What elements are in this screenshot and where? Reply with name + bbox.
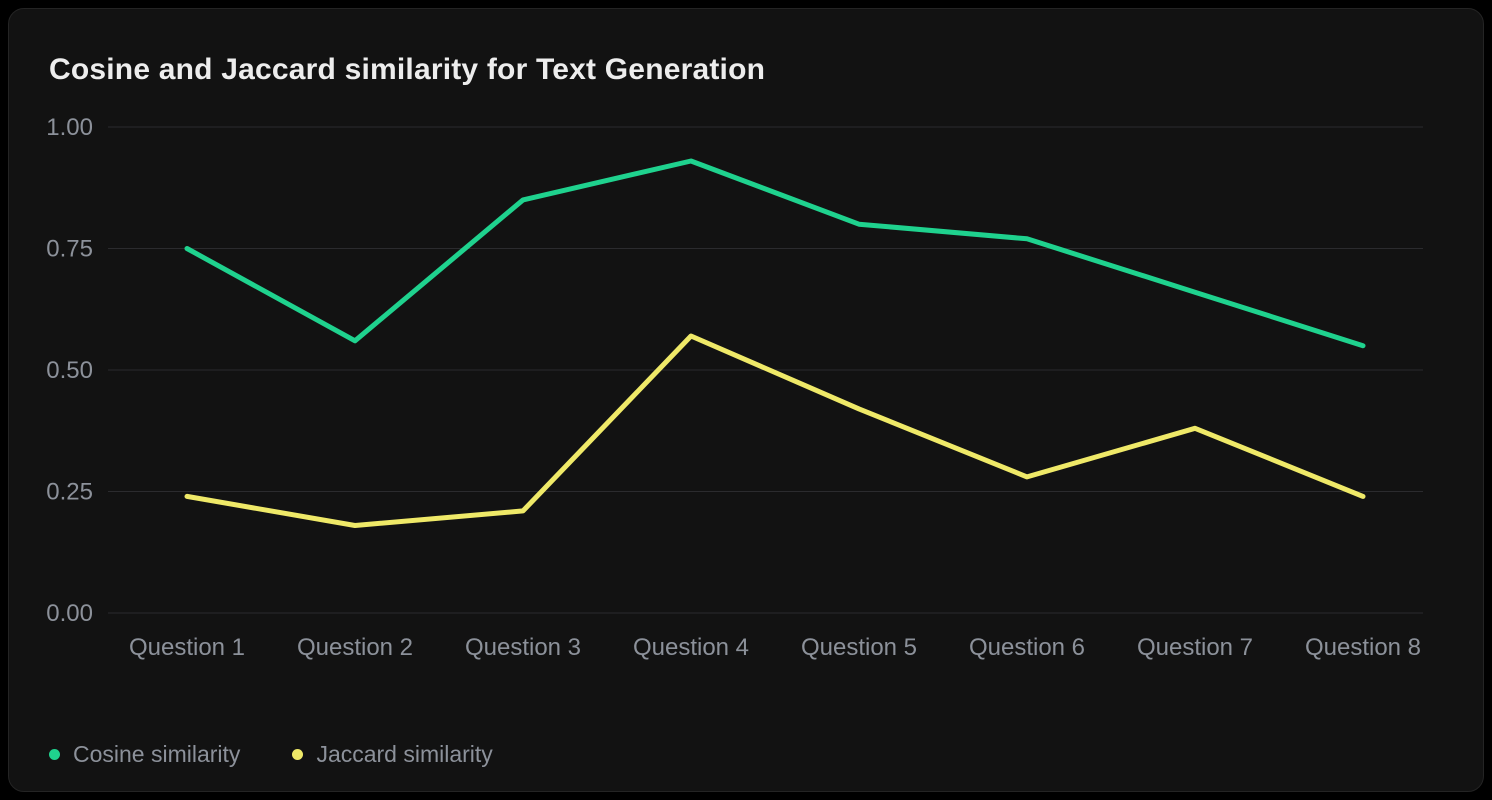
chart-legend: Cosine similarity Jaccard similarity bbox=[49, 741, 493, 768]
chart-canvas: 1.00 0.75 0.50 0.25 0.00 Question 1 Question 2… bbox=[46, 114, 1423, 661]
legend-label-jaccard: Jaccard similarity bbox=[316, 741, 493, 767]
legend-item-cosine-similarity[interactable]: Cosine similarity bbox=[49, 741, 240, 768]
y-axis-tick-label: 0.50 bbox=[46, 357, 93, 384]
y-axis-tick-label: 1.00 bbox=[46, 114, 93, 141]
jaccard-series-dot-icon bbox=[292, 749, 304, 760]
x-axis-tick-label: Question 4 bbox=[633, 634, 749, 661]
x-axis-tick-label: Question 8 bbox=[1305, 634, 1421, 661]
x-axis-tick-label: Question 1 bbox=[129, 634, 245, 661]
x-axis-tick-label: Question 7 bbox=[1137, 634, 1253, 661]
x-axis-tick-label: Question 3 bbox=[465, 634, 581, 661]
legend-item-jaccard-similarity[interactable]: Jaccard similarity bbox=[292, 741, 493, 768]
legend-label-cosine: Cosine similarity bbox=[73, 741, 241, 767]
series-line-cosine-similarity bbox=[184, 158, 1366, 349]
x-axis-tick-label: Question 6 bbox=[969, 634, 1085, 661]
series-line-jaccard-similarity bbox=[184, 333, 1366, 528]
y-axis-tick-label: 0.00 bbox=[46, 600, 93, 627]
chart-title: Cosine and Jaccard similarity for Text G… bbox=[49, 53, 766, 86]
cosine-series-dot-icon bbox=[49, 749, 60, 760]
x-axis-tick-label: Question 2 bbox=[297, 634, 413, 661]
y-axis-tick-label: 0.75 bbox=[46, 236, 93, 263]
y-axis-tick-label: 0.25 bbox=[46, 479, 93, 506]
chart-card: Cosine and Jaccard similarity for Text G… bbox=[8, 8, 1484, 792]
x-axis-tick-label: Question 5 bbox=[801, 634, 917, 661]
